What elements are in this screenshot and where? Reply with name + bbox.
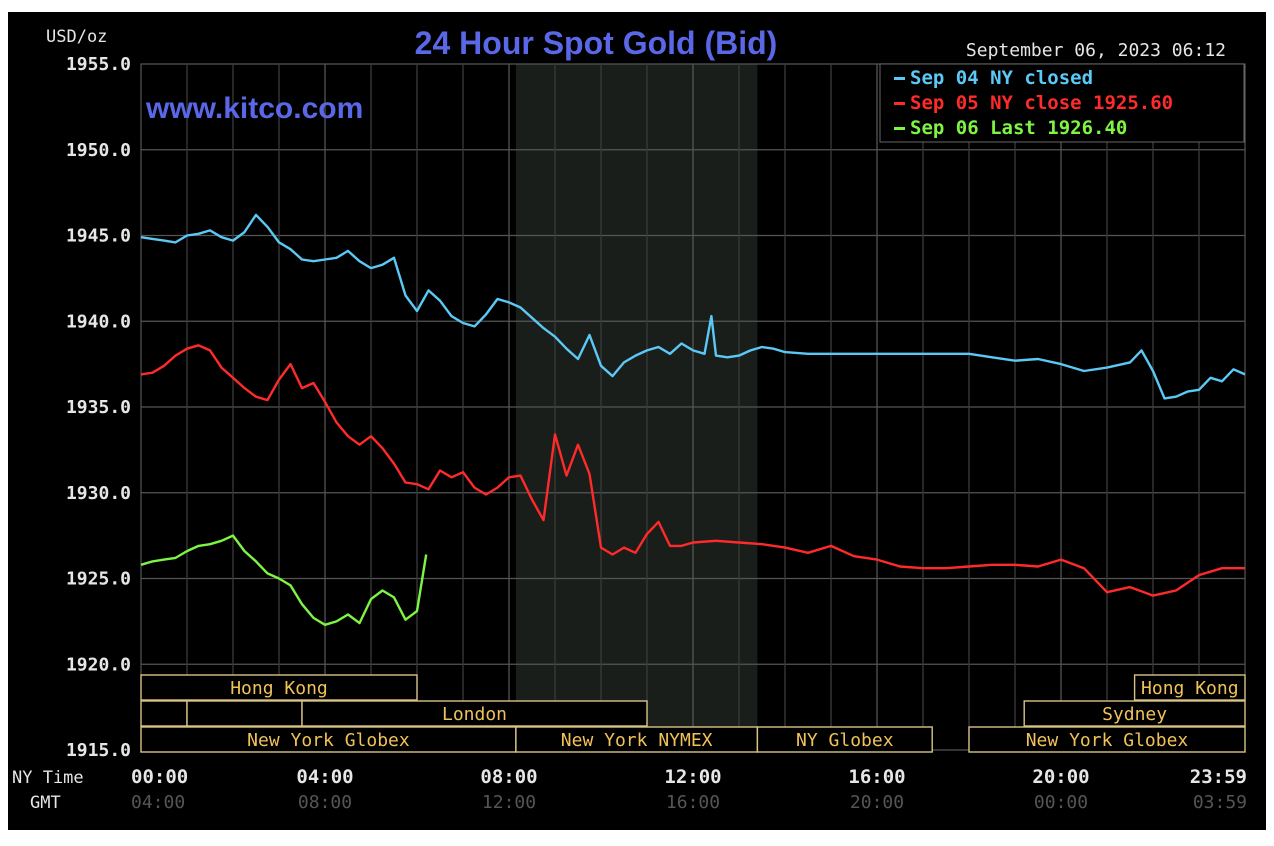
session-label: London <box>442 704 507 725</box>
session-bar <box>968 726 1246 753</box>
axis-layer: 1955.0 1950.0 1945.0 1940.0 1935.0 1930.0 1925… <box>66 54 1247 813</box>
x-tick-label-gmt: 12:00 <box>482 792 536 813</box>
session-bar <box>140 700 188 727</box>
legend-label: Sep 06 Last 1926.40 <box>910 117 1127 139</box>
session-label: New York Globex <box>1026 730 1189 751</box>
legend-label: Sep 04 NY closed <box>910 67 1093 89</box>
session-bar <box>186 700 303 727</box>
legend-label: Sep 05 NY close 1925.60 <box>910 92 1173 114</box>
legend-swatch <box>894 102 905 105</box>
legend: Sep 04 NY closed Sep 05 NY close 1925.60 S… <box>894 67 1173 139</box>
y-tick-label: 1925.0 <box>66 569 131 590</box>
session-bar <box>1023 700 1246 727</box>
timestamp: September 06, 2023 06:12 <box>966 40 1226 61</box>
x-tick-label-gmt: 08:00 <box>298 792 352 813</box>
x-tick-label-ny: 12:00 <box>664 766 721 788</box>
session-label: Hong Kong <box>230 678 328 699</box>
x-tick-label-gmt: 03:59 <box>1193 792 1247 813</box>
unit-label: USD/oz <box>46 27 107 47</box>
session-label: NY Globex <box>796 730 894 751</box>
x-tick-label-gmt: 00:00 <box>1034 792 1088 813</box>
session-label: New York NYMEX <box>561 730 713 751</box>
series-line <box>140 213 1246 400</box>
x-tick-label-gmt: 20:00 <box>850 792 904 813</box>
grid-layer <box>140 63 1246 751</box>
y-tick-label: 1930.0 <box>66 483 131 504</box>
series-layer <box>140 213 1246 626</box>
y-tick-label: 1935.0 <box>66 397 131 418</box>
session-bar <box>301 700 648 727</box>
session-bar <box>756 726 933 753</box>
x-tick-label-ny: 16:00 <box>848 766 905 788</box>
session-bar <box>140 726 517 753</box>
x-tick-label-gmt: 04:00 <box>131 792 185 813</box>
x-tick-label-gmt: 16:00 <box>666 792 720 813</box>
series-line <box>140 344 1245 597</box>
x-tick-label-ny: 04:00 <box>296 766 353 788</box>
ny-time-label: NY Time <box>12 768 84 788</box>
y-tick-label: 1940.0 <box>66 311 131 332</box>
x-tick-label-ny: 08:00 <box>480 766 537 788</box>
legend-box <box>879 63 1245 143</box>
chart-subtitle: www.kitco.com <box>145 92 363 125</box>
y-tick-label: 1945.0 <box>66 226 131 247</box>
gmt-label: GMT <box>30 793 61 813</box>
x-tick-label-ny: 23:59 <box>1190 766 1247 788</box>
y-tick-label: 1920.0 <box>66 654 131 675</box>
x-tick-label-ny: 20:00 <box>1032 766 1089 788</box>
y-tick-label: 1950.0 <box>66 140 131 161</box>
y-tick-label: 1955.0 <box>66 54 131 75</box>
session-label: New York Globex <box>247 730 410 751</box>
session-bar <box>140 674 418 701</box>
chart-title: 24 Hour Spot Gold (Bid) <box>415 25 778 61</box>
gold-price-chart: Hong Kong London New York Globex New York N… <box>8 12 1266 830</box>
session-layer: Hong Kong London New York Globex New York N… <box>140 674 1246 753</box>
legend-swatch <box>894 127 905 130</box>
session-label: Hong Kong <box>1141 678 1239 699</box>
chart-frame: Hong Kong London New York Globex New York N… <box>8 12 1266 830</box>
y-tick-label: 1915.0 <box>66 740 131 761</box>
x-tick-label-ny: 00:00 <box>131 766 188 788</box>
session-bar <box>1133 674 1246 701</box>
series-line <box>140 534 428 626</box>
legend-swatch <box>894 77 905 80</box>
session-label: Sydney <box>1102 704 1167 725</box>
